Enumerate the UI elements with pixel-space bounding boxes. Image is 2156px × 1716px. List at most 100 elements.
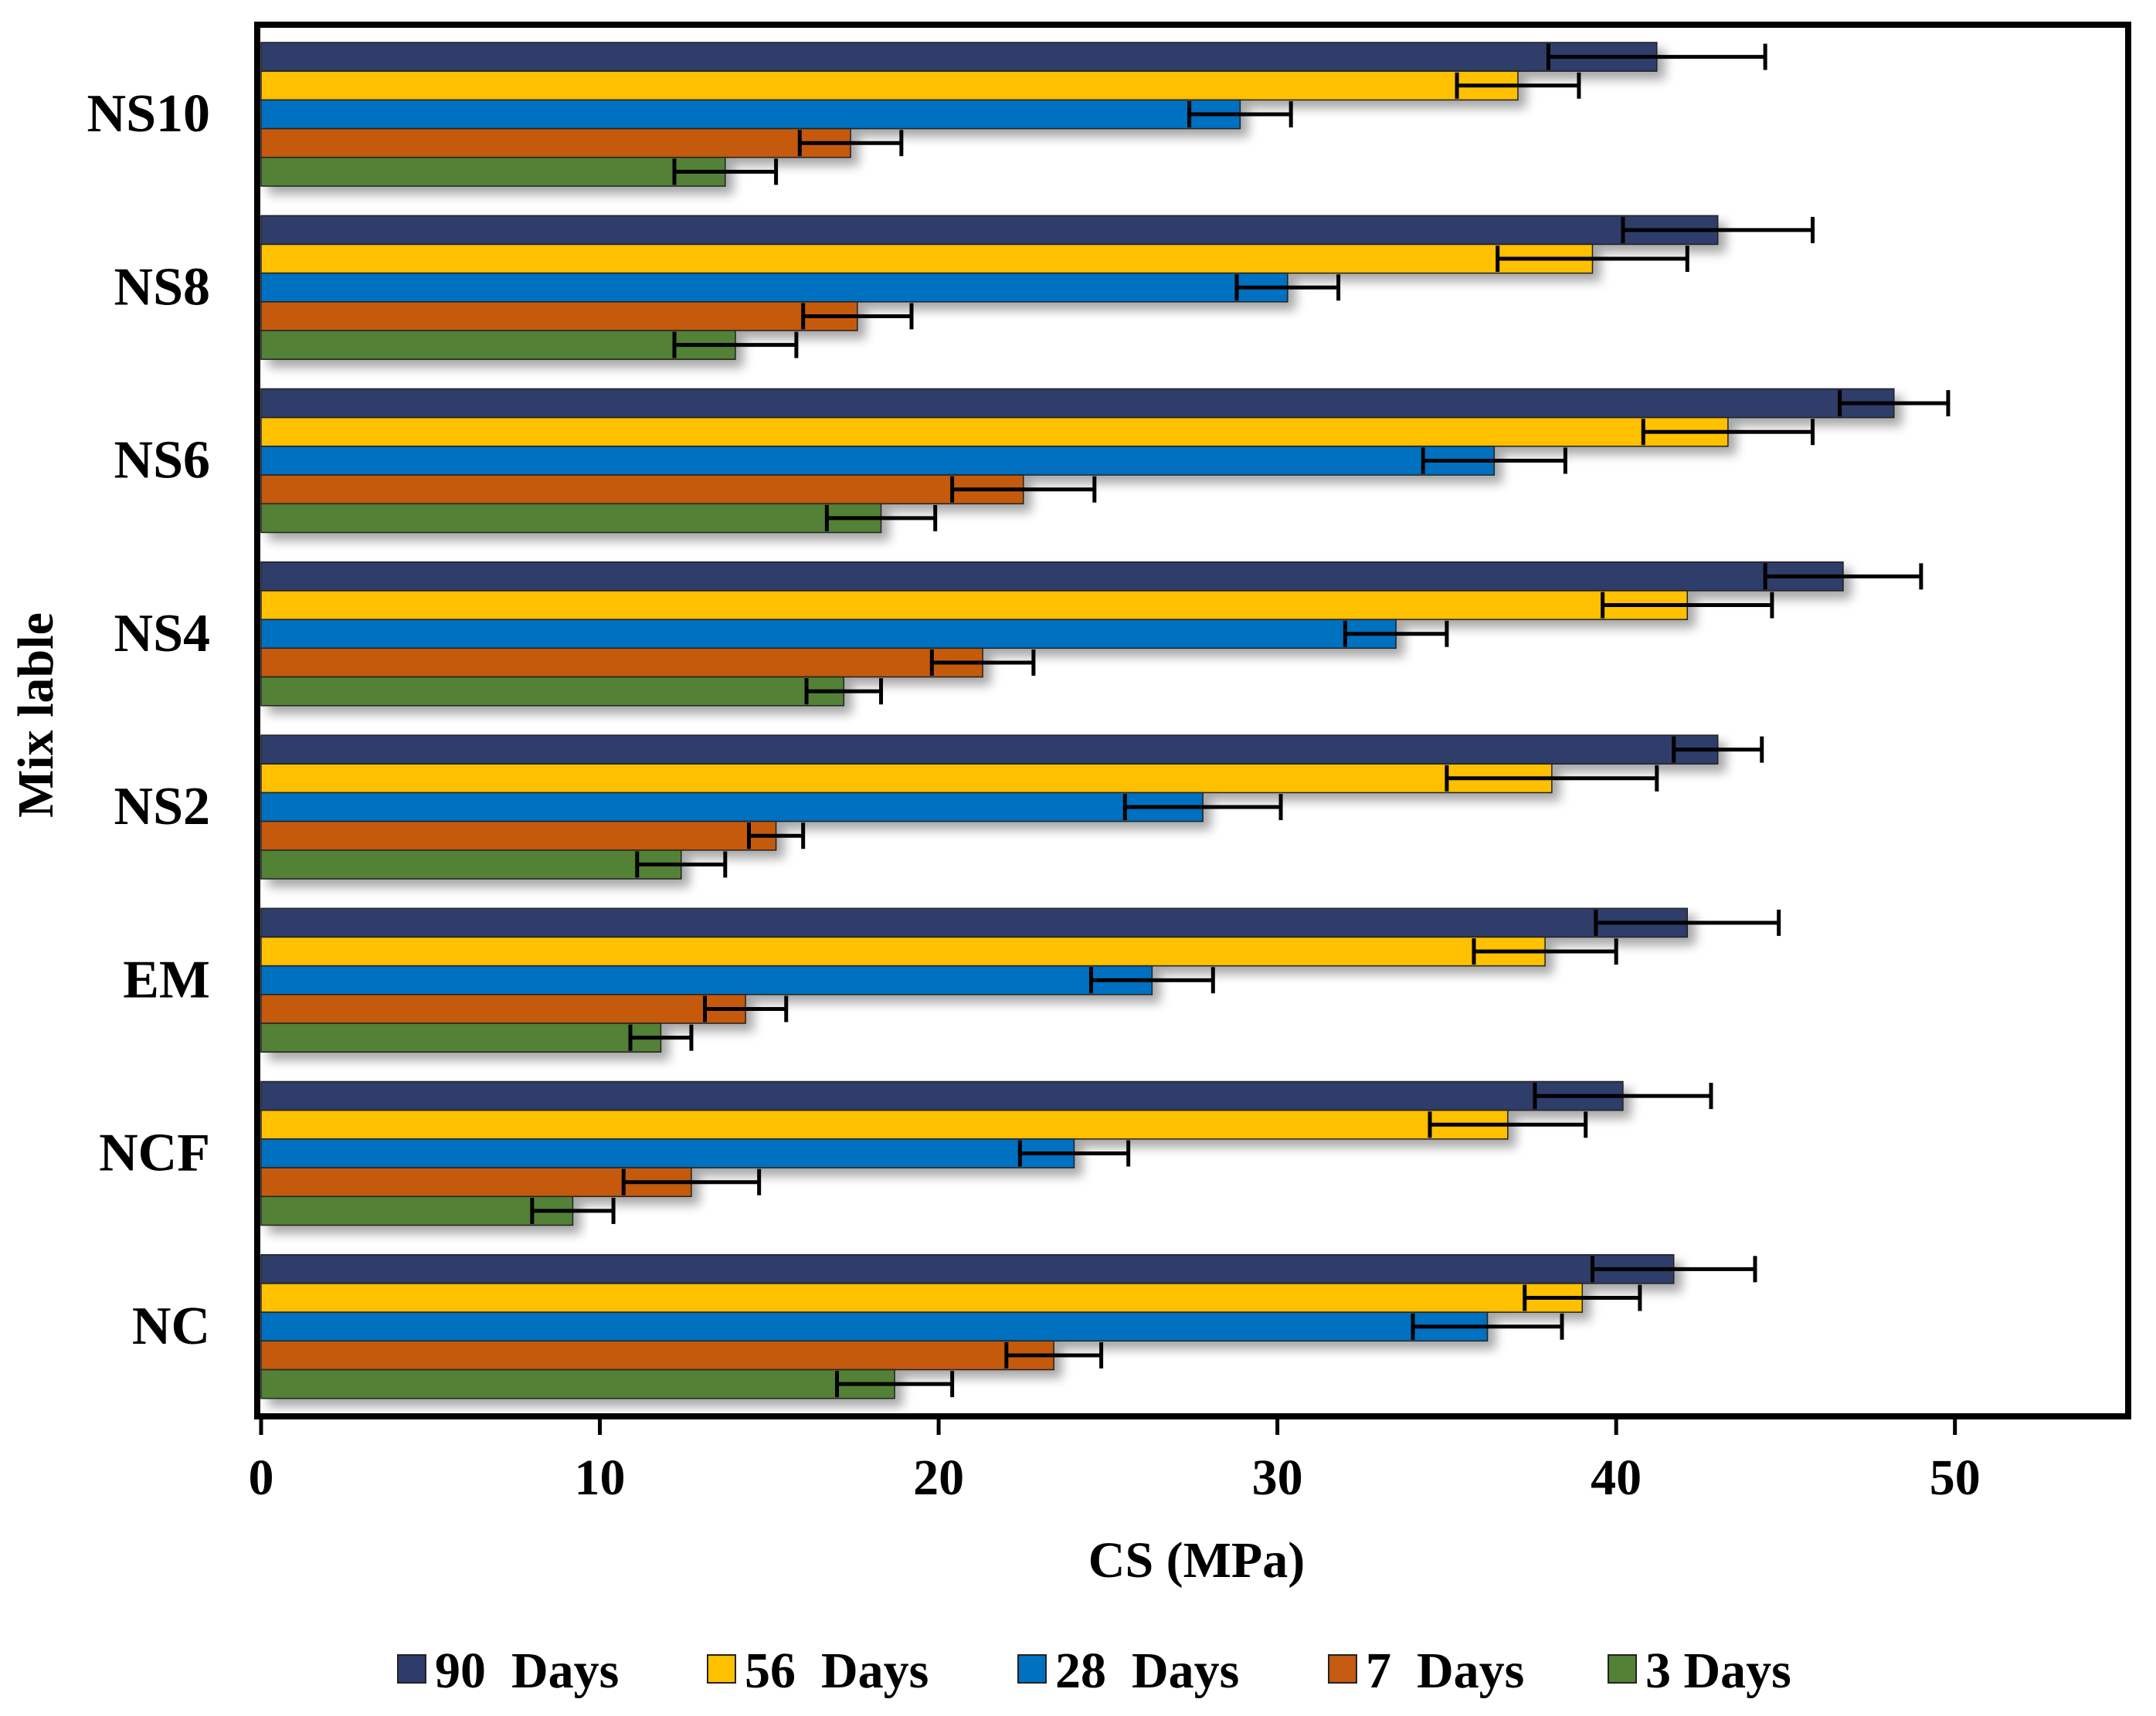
legend-item-90-days: 90 Days	[397, 1643, 619, 1699]
legend-label-7-days: 7 Days	[1366, 1643, 1524, 1699]
error-bar-ns2-28-days	[1122, 794, 1283, 820]
legend-swatch-56-days	[707, 1654, 736, 1684]
y-axis-title: Mix lable	[8, 612, 64, 818]
error-bars-layer	[530, 43, 1951, 1398]
legend-label-3-days: 3 Days	[1645, 1643, 1791, 1699]
legend-swatch-90-days	[397, 1654, 426, 1684]
bar-em-56-days	[260, 936, 1546, 967]
bar-ns4-3-days	[260, 676, 845, 707]
bar-ns4-90-days	[260, 561, 1844, 592]
error-bar-ns4-28-days	[1343, 620, 1449, 647]
bar-em-7-days	[260, 994, 746, 1024]
error-bar-ncf-90-days	[1533, 1083, 1713, 1110]
bar-ns6-90-days	[260, 388, 1895, 419]
error-bar-nc-90-days	[1590, 1256, 1757, 1283]
bar-nc-7-days	[260, 1340, 1054, 1371]
category-label-ns4: NS4	[114, 604, 210, 663]
bar-ns8-28-days	[260, 272, 1289, 303]
legend-item-3-days: 3 Days	[1608, 1643, 1791, 1699]
error-bar-ncf-28-days	[1017, 1140, 1131, 1167]
error-bar-ns8-90-days	[1621, 216, 1815, 243]
bar-nc-90-days	[260, 1254, 1675, 1284]
x-axis-title: CS (MPa)	[1088, 1532, 1305, 1589]
bar-ns4-7-days	[260, 647, 983, 678]
bar-ncf-3-days	[260, 1195, 574, 1226]
bar-ns6-7-days	[260, 474, 1024, 505]
error-bar-ns8-56-days	[1496, 246, 1689, 273]
bar-ns6-56-days	[260, 416, 1729, 447]
bar-ns2-90-days	[260, 734, 1719, 765]
error-bar-ns4-56-days	[1601, 592, 1774, 619]
bar-em-28-days	[260, 965, 1153, 995]
legend: 90 Days 56 Days 28 Days 7 Days 3 Days	[397, 1643, 1791, 1699]
error-bar-ns4-90-days	[1763, 563, 1923, 590]
bar-ns8-7-days	[260, 301, 858, 331]
y-axis-category-labels: NS10 NS8 NS6 NS4 NS2 EM NCF NC	[87, 84, 210, 1356]
error-bar-em-90-days	[1594, 909, 1781, 936]
bar-em-3-days	[260, 1022, 662, 1053]
x-tick-label-10: 10	[575, 1450, 626, 1506]
error-bar-nc-28-days	[1411, 1313, 1564, 1340]
error-bar-ns6-28-days	[1421, 447, 1567, 474]
bar-ns10-56-days	[260, 70, 1519, 101]
bar-ns8-90-days	[260, 215, 1719, 246]
legend-item-7-days: 7 Days	[1328, 1643, 1524, 1699]
legend-label-90-days: 90 Days	[435, 1643, 619, 1699]
category-label-ncf: NCF	[99, 1124, 210, 1183]
bar-nc-28-days	[260, 1311, 1489, 1342]
error-bar-ns4-7-days	[929, 649, 1036, 676]
bar-ns8-56-days	[260, 243, 1594, 274]
error-bar-ns2-3-days	[635, 851, 728, 878]
bar-nc-56-days	[260, 1283, 1584, 1313]
bar-ns2-7-days	[260, 820, 777, 851]
error-bar-ns10-90-days	[1546, 43, 1767, 70]
bar-ncf-90-days	[260, 1080, 1624, 1111]
error-bar-ns6-90-days	[1838, 390, 1951, 417]
x-tick-label-40: 40	[1591, 1450, 1642, 1506]
error-bar-em-7-days	[702, 995, 789, 1022]
bar-ncf-28-days	[260, 1138, 1075, 1168]
error-bar-ns2-56-days	[1445, 765, 1659, 792]
error-bar-ns10-3-days	[672, 158, 779, 185]
category-label-ns6: NS6	[114, 431, 210, 490]
error-bar-ns10-28-days	[1187, 101, 1293, 127]
x-axis: 0 10 20 30 40 50	[249, 1416, 1981, 1506]
error-bar-ns2-7-days	[747, 822, 806, 850]
category-label-ns10: NS10	[87, 84, 210, 144]
x-tick-label-30: 30	[1252, 1450, 1303, 1506]
category-label-em: EM	[123, 950, 210, 1009]
x-tick-label-50: 50	[1930, 1450, 1981, 1506]
error-bar-em-3-days	[628, 1024, 694, 1051]
error-bar-ns6-56-days	[1641, 419, 1815, 446]
bar-ns10-7-days	[260, 127, 851, 158]
bar-ns10-90-days	[260, 42, 1658, 72]
error-bar-ns10-7-days	[797, 130, 904, 157]
bar-em-90-days	[260, 907, 1689, 938]
legend-label-28-days: 28 Days	[1055, 1643, 1239, 1699]
error-bar-ns10-56-days	[1455, 72, 1581, 99]
bar-ns10-28-days	[260, 99, 1241, 130]
bar-ns2-28-days	[260, 792, 1204, 822]
bar-ns6-28-days	[260, 446, 1496, 476]
bar-ns10-3-days	[260, 157, 726, 187]
category-label-ns2: NS2	[114, 777, 210, 836]
error-bar-ncf-3-days	[530, 1197, 616, 1224]
legend-label-56-days: 56 Days	[745, 1643, 929, 1699]
error-bar-em-56-days	[1472, 938, 1618, 965]
bar-ns2-3-days	[260, 850, 682, 880]
error-bar-ns6-3-days	[824, 504, 938, 531]
bar-ns8-3-days	[260, 330, 736, 360]
error-bar-ns8-28-days	[1234, 274, 1341, 301]
legend-swatch-3-days	[1608, 1654, 1637, 1684]
error-bar-nc-3-days	[835, 1371, 955, 1398]
bar-ns6-3-days	[260, 503, 882, 534]
legend-swatch-28-days	[1017, 1654, 1047, 1684]
error-bar-nc-56-days	[1523, 1284, 1642, 1311]
category-label-nc: NC	[132, 1297, 210, 1356]
error-bar-ns6-7-days	[950, 476, 1097, 503]
category-label-ns8: NS8	[114, 257, 210, 317]
legend-item-56-days: 56 Days	[707, 1643, 929, 1699]
error-bar-ncf-7-days	[621, 1168, 762, 1195]
bar-ns2-56-days	[260, 763, 1553, 794]
